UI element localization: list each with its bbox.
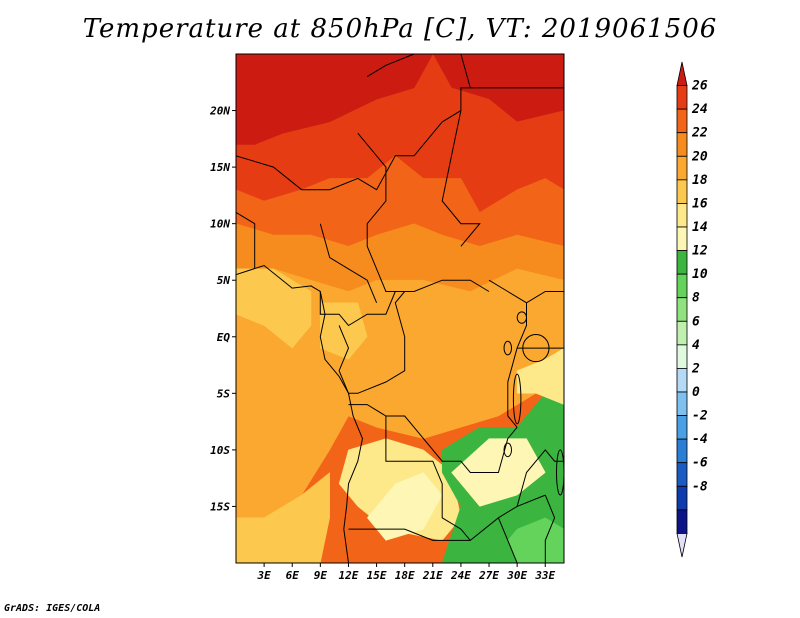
colorbar-swatch bbox=[676, 368, 688, 393]
lake-outline bbox=[503, 340, 513, 356]
colorbar-swatch bbox=[676, 179, 688, 204]
colorbar-label: 20 bbox=[691, 149, 708, 164]
colorbar-swatch bbox=[676, 250, 688, 275]
colorbar-swatch bbox=[676, 415, 688, 440]
lake-outline bbox=[516, 311, 528, 324]
map-frame bbox=[235, 53, 565, 564]
border-line bbox=[236, 211, 256, 269]
border-line bbox=[366, 54, 415, 78]
temperature-field bbox=[236, 54, 564, 563]
colorbar-swatch bbox=[676, 462, 688, 487]
colorbar-label: 2 bbox=[691, 361, 700, 376]
border-line bbox=[516, 449, 564, 507]
border-line bbox=[348, 528, 452, 541]
lat-label: 5S bbox=[217, 387, 231, 400]
colorbar-swatch bbox=[676, 85, 688, 110]
border-line bbox=[348, 404, 518, 473]
field-gabon-cool bbox=[320, 302, 368, 360]
colorbar-swatch bbox=[676, 391, 688, 416]
colorbar-swatch bbox=[676, 132, 688, 157]
lon-label: 3E bbox=[256, 569, 271, 582]
border-line bbox=[497, 517, 518, 563]
colorbar-swatch bbox=[676, 226, 688, 251]
colorbar-label: 6 bbox=[692, 314, 700, 329]
latitude-axis: 20N 15N 10N 5N EQ 5S 10S 15S bbox=[209, 105, 236, 513]
colorbar-swatch bbox=[676, 108, 688, 134]
colorbar-label: 16 bbox=[692, 196, 708, 211]
colorbar-label: 10 bbox=[692, 267, 708, 282]
border-line bbox=[319, 291, 396, 327]
colorbar-label: 14 bbox=[692, 220, 708, 235]
grads-credit: GrADS: IGES/COLA bbox=[4, 603, 101, 614]
border-line bbox=[319, 223, 378, 303]
lat-label: 10N bbox=[210, 218, 230, 231]
country-borders bbox=[236, 54, 564, 563]
lake-outline bbox=[522, 334, 550, 363]
lat-label: 10S bbox=[210, 444, 230, 457]
lake-outline bbox=[503, 442, 513, 458]
border-line bbox=[338, 291, 406, 394]
colorbar-label: -2 bbox=[692, 409, 708, 424]
colorbar-label: -8 bbox=[692, 479, 708, 494]
colorbar-swatch bbox=[676, 273, 688, 299]
lon-label: 30E bbox=[506, 569, 527, 582]
colorbar-label: -6 bbox=[692, 456, 708, 471]
colorbar-label: 8 bbox=[692, 291, 700, 306]
colorbar-swatch bbox=[676, 344, 688, 369]
colorbar-label: 0 bbox=[692, 385, 700, 400]
border-line bbox=[357, 132, 490, 292]
field-atlantic-south bbox=[236, 471, 330, 563]
colorbar-label: 22 bbox=[691, 126, 708, 141]
lon-label: 6E bbox=[286, 569, 300, 582]
longitude-axis: 3E 6E 9E 12E 15E 18E 21E 24E 27E 30E 33E bbox=[256, 563, 556, 582]
lon-label: 27E bbox=[478, 569, 499, 582]
field-east-cool bbox=[516, 347, 564, 405]
lon-label: 24E bbox=[450, 569, 471, 582]
colorbar-swatch bbox=[676, 320, 688, 346]
lon-label: 21E bbox=[422, 569, 443, 582]
lon-label: 9E bbox=[314, 569, 328, 582]
colorbar-label: 24 bbox=[691, 102, 708, 117]
lon-label: 18E bbox=[395, 569, 415, 582]
lat-label: 15N bbox=[210, 161, 230, 174]
colorbar-swatch bbox=[676, 203, 688, 228]
border-line bbox=[544, 494, 556, 563]
colorbar-swatch bbox=[676, 297, 688, 322]
colorbar-label: 4 bbox=[692, 338, 700, 353]
lat-label: 15S bbox=[210, 500, 230, 513]
lon-label: 33E bbox=[534, 569, 555, 582]
lon-label: 12E bbox=[339, 569, 359, 582]
colorbar-label: 18 bbox=[692, 173, 708, 188]
colorbar-swatch bbox=[676, 155, 688, 181]
border-line bbox=[488, 279, 527, 428]
border-line bbox=[460, 54, 471, 89]
coastline bbox=[236, 264, 364, 563]
colorbar-swatch bbox=[676, 509, 688, 534]
border-line bbox=[385, 416, 471, 541]
colorbar-swatch bbox=[676, 438, 688, 464]
lon-label: 15E bbox=[367, 569, 387, 582]
lat-label: 5N bbox=[217, 274, 231, 287]
chart-title: Temperature at 850hPa [C], VT: 201906150… bbox=[82, 14, 718, 44]
lat-label: 20N bbox=[209, 105, 230, 118]
border-line bbox=[441, 110, 481, 247]
colorbar-label: 12 bbox=[692, 244, 708, 259]
lat-label: EQ bbox=[217, 331, 231, 344]
field-sahara-core bbox=[236, 54, 434, 145]
colorbar-label: 26 bbox=[691, 79, 708, 94]
lake-outline bbox=[512, 373, 522, 425]
colorbar-swatch bbox=[676, 485, 688, 511]
colorbar-label: -4 bbox=[692, 432, 708, 447]
colorbar-bottom-arrow bbox=[676, 533, 688, 558]
colorbar-top-arrow bbox=[676, 61, 688, 86]
border-line bbox=[526, 291, 564, 304]
field-coast-cool bbox=[236, 268, 312, 349]
